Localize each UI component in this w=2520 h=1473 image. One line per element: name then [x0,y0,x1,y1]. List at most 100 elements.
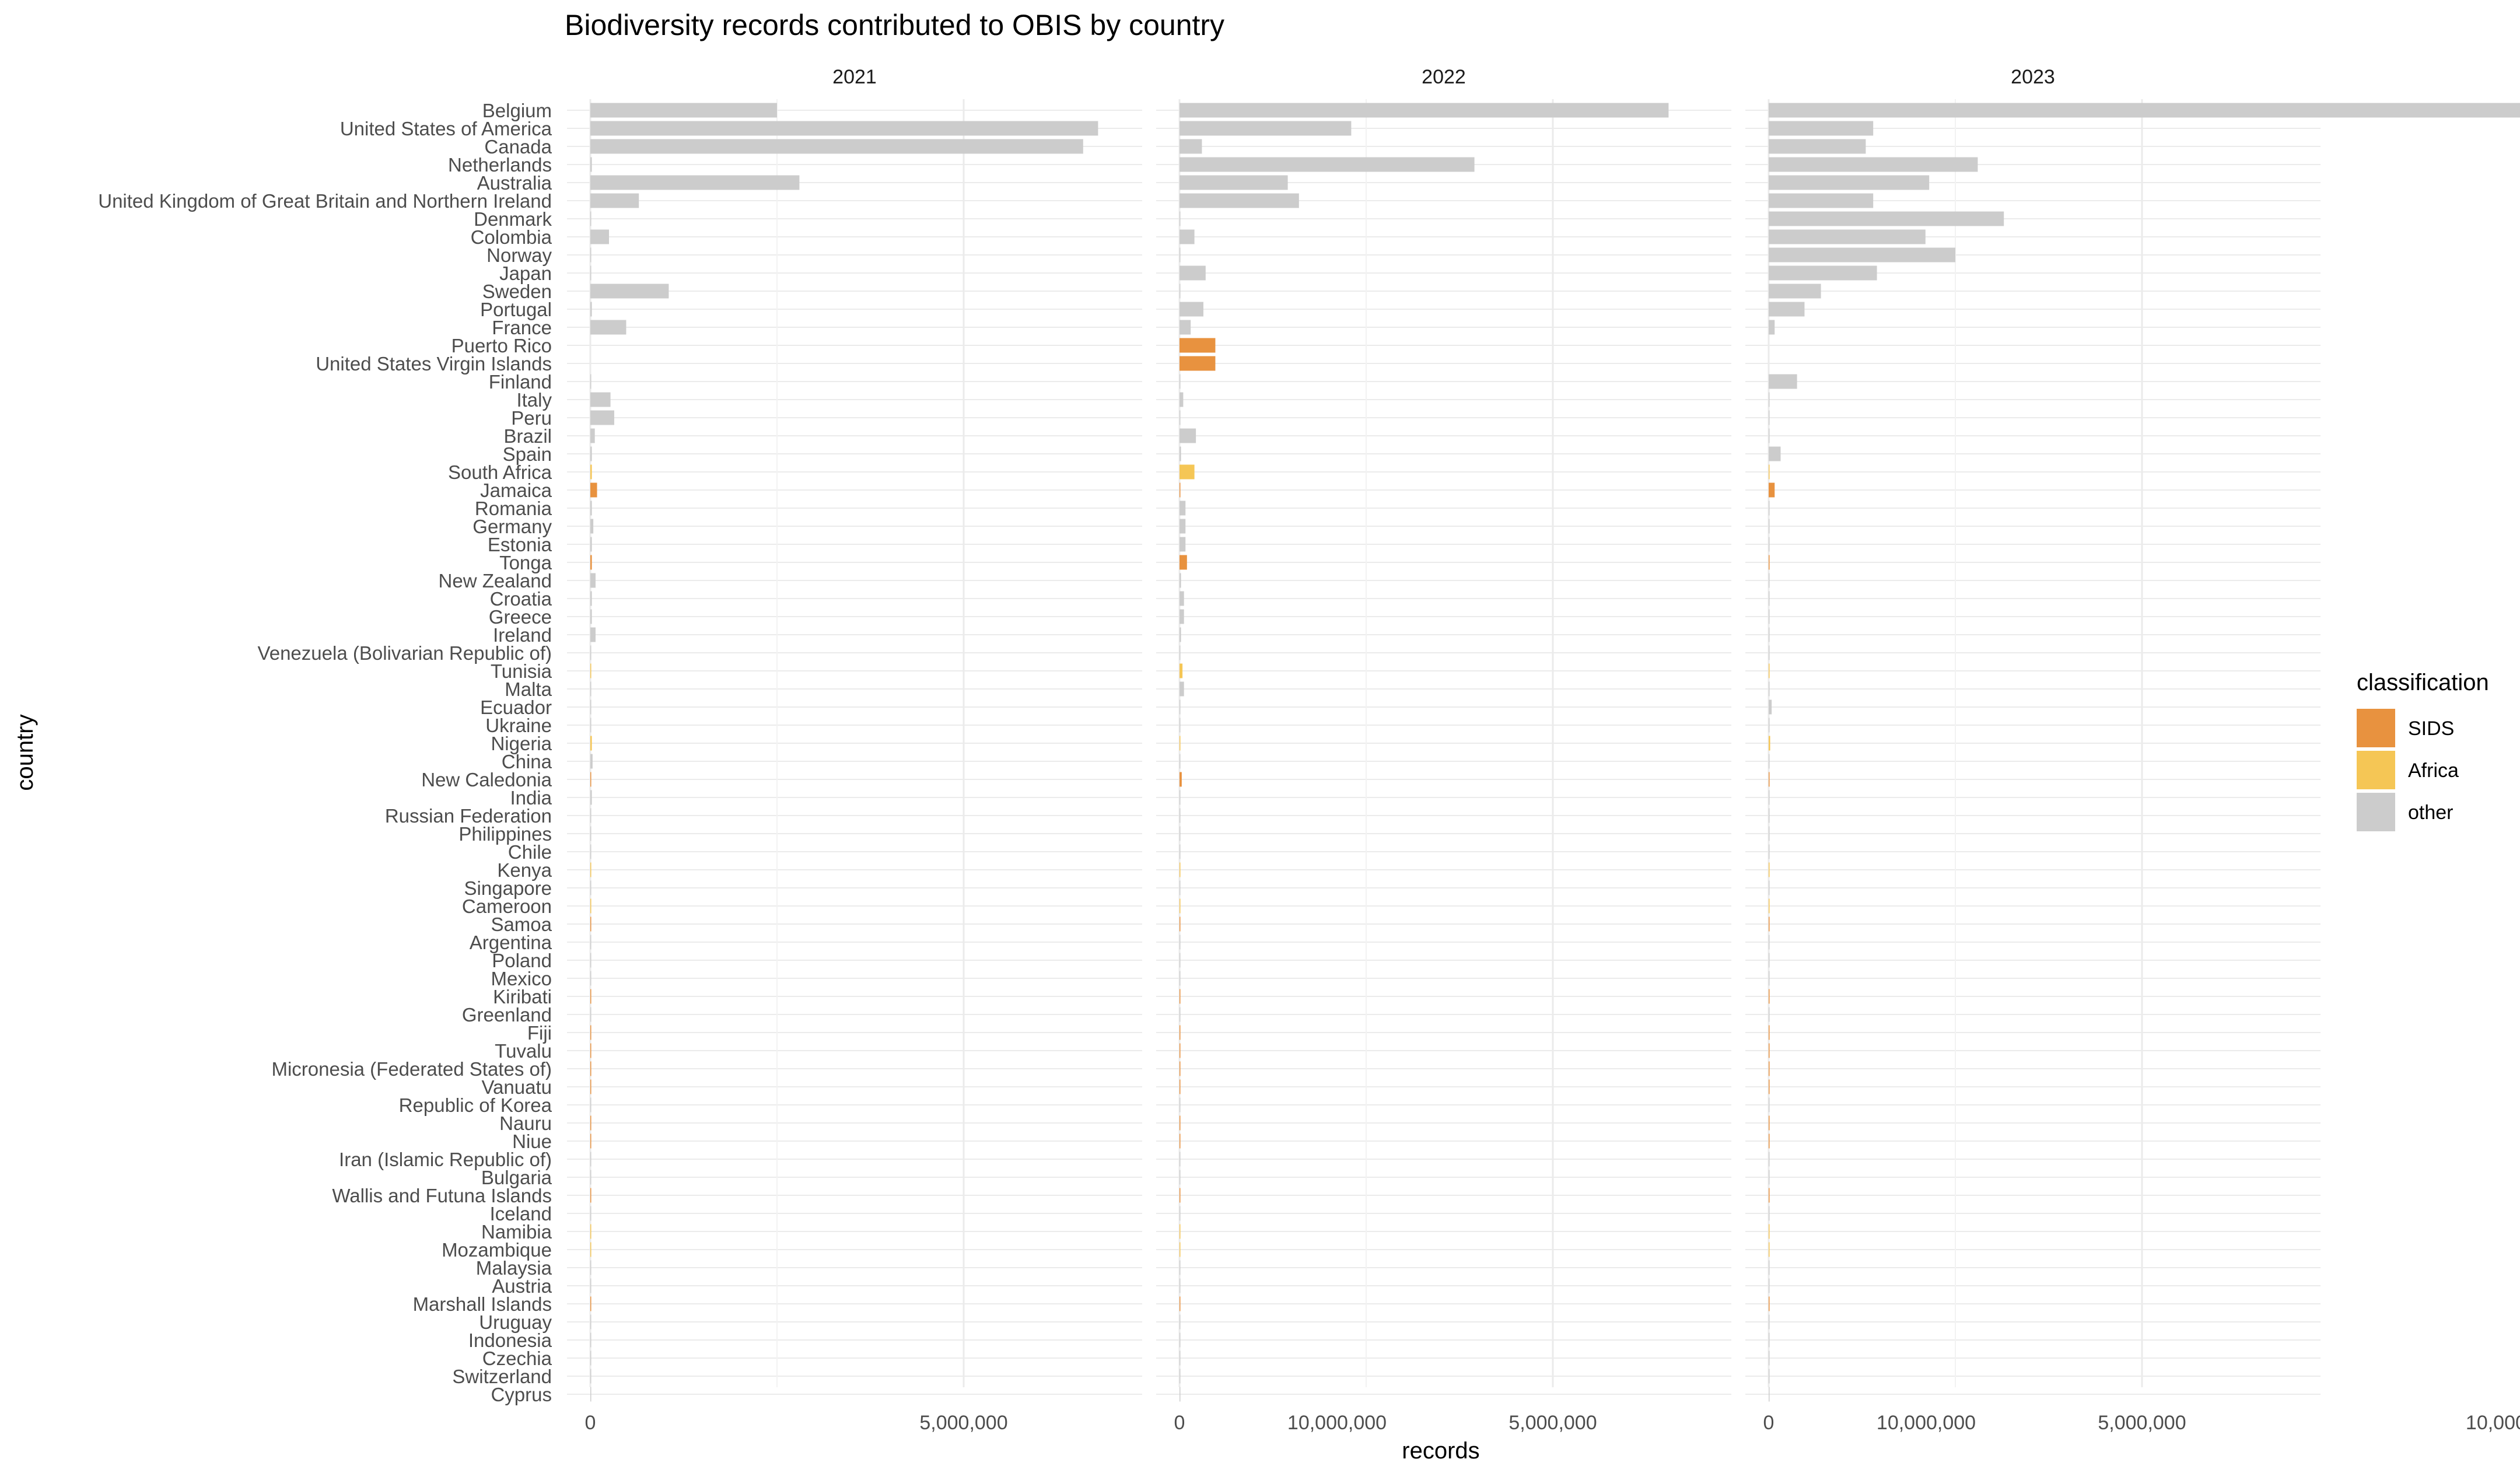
y-tick-label: Tunisia [491,660,552,682]
bar [1769,1097,1770,1112]
bar [1769,880,1770,895]
bar [1180,1206,1181,1221]
bar [590,1170,592,1185]
bar [1180,971,1181,986]
y-tick-label: Spain [503,443,552,465]
bar [590,573,596,588]
bar [1769,790,1770,805]
y-tick-label: Germany [473,516,552,537]
bar [1769,627,1770,642]
x-tick-label: 0 [1763,1412,1774,1434]
bar [1769,392,1770,407]
bar [1180,464,1195,480]
bar [1769,844,1770,859]
bar [1769,591,1770,606]
bar [590,609,592,624]
bar [1769,320,1775,335]
bar [1180,916,1181,932]
bar [590,844,592,859]
bar [1180,627,1181,642]
bar [590,1332,592,1348]
y-tick-label: Austria [492,1275,552,1297]
bar [1769,229,1926,244]
bar [1769,139,1866,154]
y-tick-label: Samoa [491,914,552,935]
bar [1180,103,1669,118]
bar [1769,1242,1770,1257]
y-tick-label: Wallis and Futuna Islands [332,1185,552,1206]
bar [590,1387,592,1402]
legend-title: classification [2357,670,2489,695]
y-tick-label: Puerto Rico [452,335,552,356]
legend-label: SIDS [2408,718,2454,740]
y-tick-label: United Kingdom of Great Britain and Nort… [98,190,552,212]
bar [1769,953,1770,968]
bar [590,1188,592,1203]
bar [1180,718,1181,733]
y-tick-label: Ecuador [480,697,552,718]
bar [1180,338,1216,353]
bar [1769,1278,1770,1293]
y-tick-label: Fiji [527,1022,552,1044]
bar [1180,1152,1181,1167]
x-tick-label: 5,000,000 [1508,1412,1597,1434]
x-tick-label: 5,000,000 [2098,1412,2186,1434]
bar [590,880,592,895]
bar [1180,1369,1181,1384]
bar [1180,1079,1181,1094]
bar [1769,446,1781,461]
y-tick-label: Kiribati [493,986,552,1007]
legend: classification SIDS Africa other [2357,670,2489,831]
bar [590,826,592,841]
bar [1769,1061,1770,1076]
y-tick-label: Philippines [459,823,552,845]
bar [1769,193,1874,208]
y-tick-label: Peru [511,407,552,429]
bar [1769,718,1770,733]
bar [1180,519,1186,534]
bar [1180,1170,1181,1185]
x-tick-label: 5,000,000 [919,1412,1007,1434]
bar [590,989,592,1004]
bar [1180,555,1187,570]
bar [1180,1260,1181,1275]
bar [1180,1188,1181,1203]
y-tick-label: Tonga [499,552,552,573]
y-tick-label: Singapore [464,877,552,899]
bar [590,320,626,335]
legend-key-africa [2357,751,2395,789]
bar [1180,428,1196,443]
bar [1180,862,1181,877]
legend-key-other [2357,793,2395,831]
bar [1180,573,1181,588]
bar [1180,1350,1181,1366]
y-tick-label: Mozambique [442,1239,552,1261]
bar [1180,1314,1181,1329]
bar [1180,1278,1181,1293]
bar [590,645,592,660]
bar [1769,519,1770,534]
facet-label: 2021 [832,66,877,88]
bar [1769,609,1770,624]
bar [590,229,609,244]
bar [1180,139,1202,154]
y-tick-label: Croatia [490,588,552,610]
bar [590,1025,592,1040]
y-tick-label: Netherlands [448,154,552,176]
bar [590,139,1083,154]
y-tick-label: Belgium [482,100,552,121]
bar [590,1369,592,1384]
y-tick-label: United States of America [340,118,552,139]
bar [1180,1007,1181,1022]
bar [1180,284,1181,299]
bar [1769,989,1770,1004]
bar [1769,284,1821,299]
bar [1769,103,2520,118]
bar [590,754,593,769]
y-tick-label: Poland [492,950,552,971]
bar [1769,1007,1770,1022]
y-tick-label: Russian Federation [385,805,552,827]
bar [590,482,597,498]
y-tick-label: Nigeria [491,733,552,754]
